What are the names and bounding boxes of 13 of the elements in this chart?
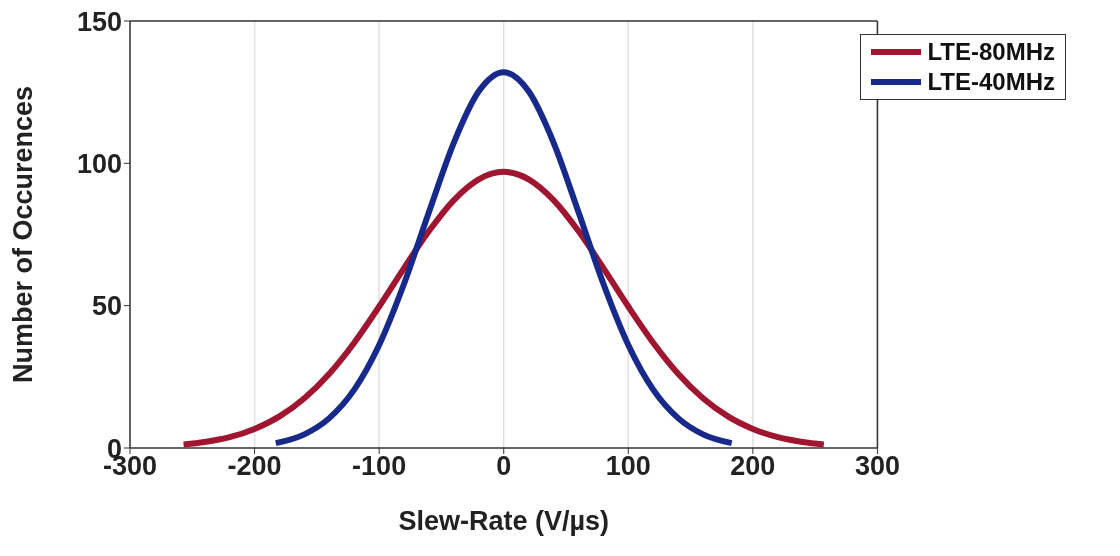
x-tick-label: -100: [352, 451, 407, 482]
y-tick-label: 100: [76, 148, 122, 179]
x-tick-label: 0: [496, 451, 512, 482]
y-tick-label: 50: [91, 291, 122, 322]
x-tick-label: 300: [854, 451, 900, 482]
x-tick-label: 100: [605, 451, 651, 482]
x-tick-label: -200: [227, 451, 282, 482]
x-axis-title: Slew-Rate (V/µs): [398, 506, 610, 536]
legend-label: LTE-40MHz: [927, 67, 1055, 97]
legend-label: LTE-80MHz: [927, 37, 1055, 67]
y-axis-title: Number of Occurences: [7, 85, 38, 384]
y-tick-label: 150: [76, 6, 122, 37]
x-tick-label: 200: [730, 451, 776, 482]
